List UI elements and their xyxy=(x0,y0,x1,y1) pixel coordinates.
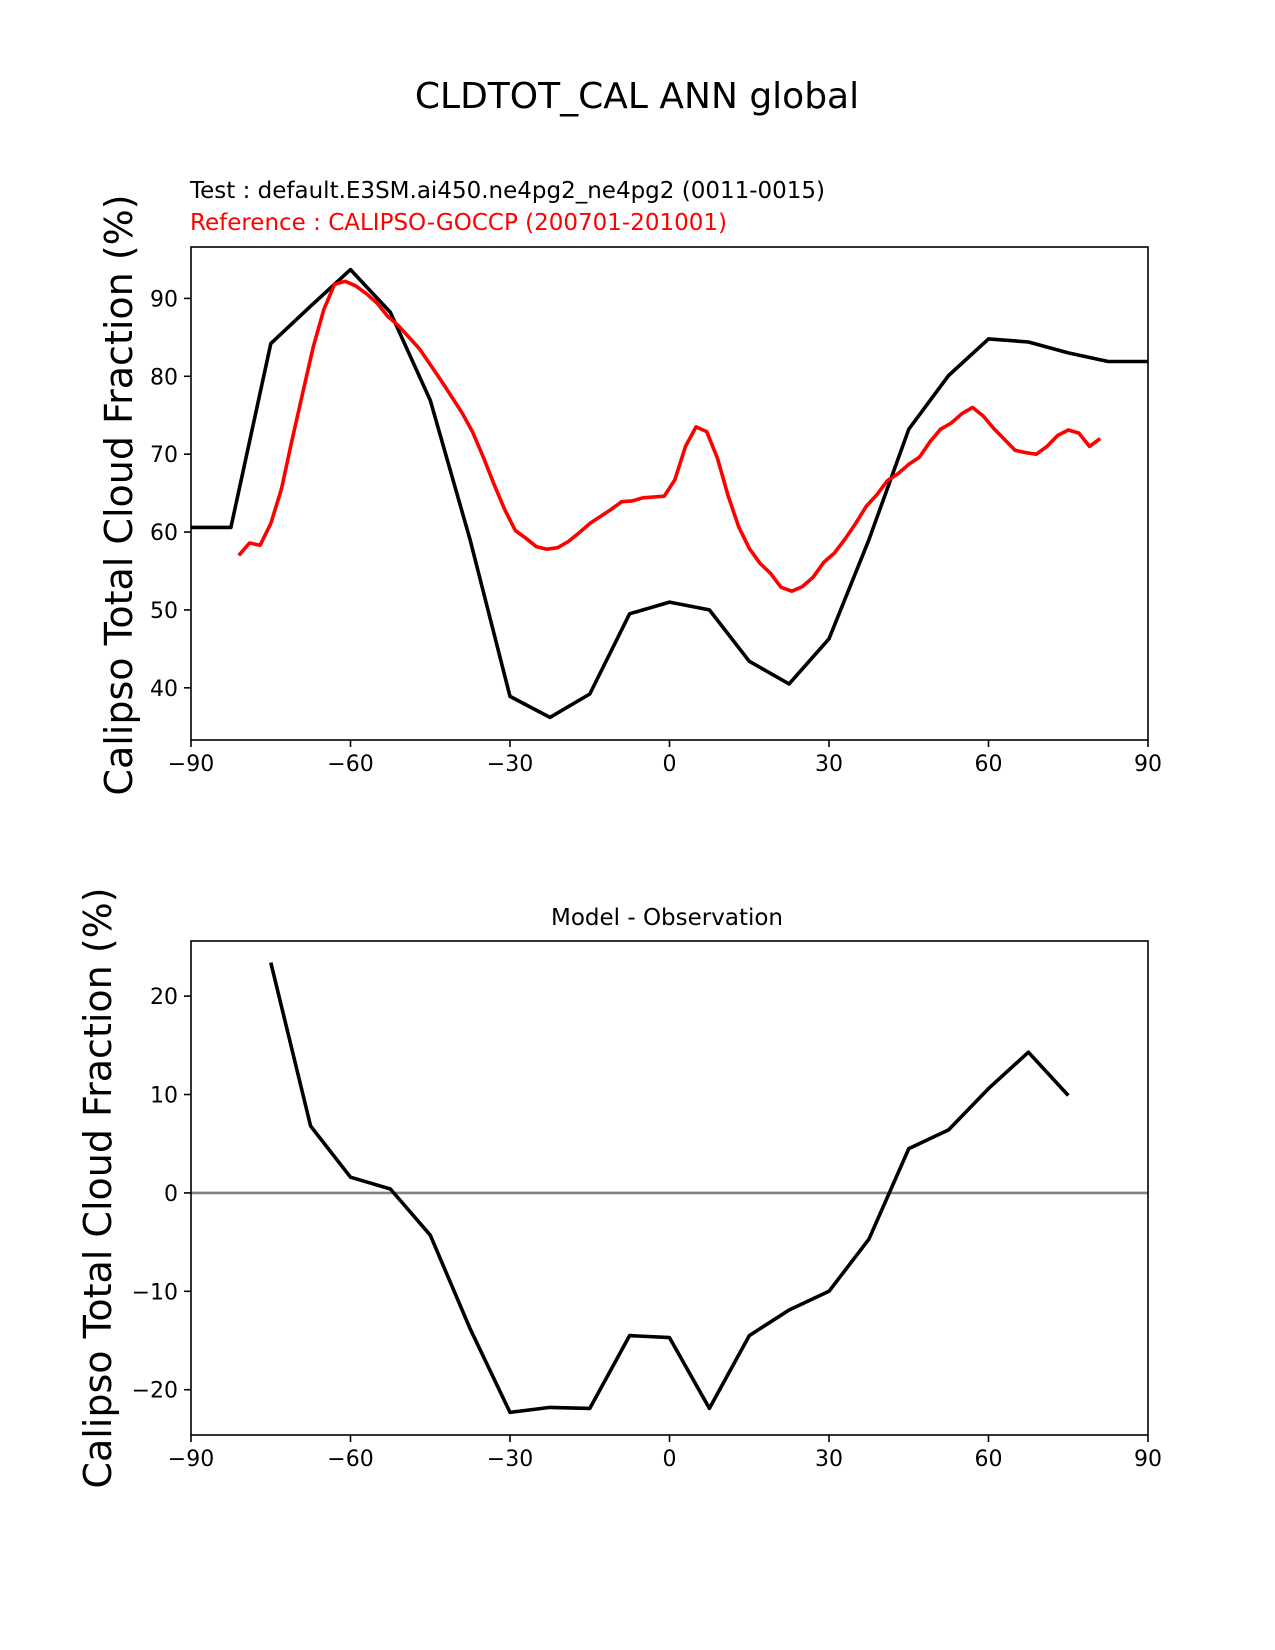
y-tick-label: 40 xyxy=(150,677,178,702)
test-series-line xyxy=(191,267,1148,720)
x-tick-label: 0 xyxy=(663,1447,677,1472)
plot-frame xyxy=(190,246,1149,741)
y-tick-label: 60 xyxy=(150,521,178,546)
y-tick-label: 90 xyxy=(150,287,178,312)
y-tick-label: 70 xyxy=(150,443,178,468)
bottom-panel: Model - Observation Calipso Total Cloud … xyxy=(76,887,1162,1488)
top-panel: Test : default.E3SM.ai450.ne4pg2_ne4pg2 … xyxy=(97,178,1162,796)
y-tick-label: 10 xyxy=(150,1084,178,1109)
bottom-panel-title: Model - Observation xyxy=(551,905,783,931)
x-tick-label: −90 xyxy=(168,1447,214,1472)
x-tick-label: 60 xyxy=(975,752,1003,777)
x-tick-label: −30 xyxy=(487,752,533,777)
y-tick-label: 50 xyxy=(150,599,178,624)
reference-series-line xyxy=(237,279,1102,594)
reference-label: Reference : CALIPSO-GOCCP (200701-201001… xyxy=(190,210,727,236)
x-tick-label: 0 xyxy=(663,752,677,777)
x-tick-label: 30 xyxy=(815,1447,843,1472)
x-tick-label: −90 xyxy=(168,752,214,777)
y-tick-label: 0 xyxy=(164,1182,178,1207)
bottom-y-axis-label: Calipso Total Cloud Fraction (%) xyxy=(76,887,120,1488)
x-tick-label: 90 xyxy=(1134,1447,1162,1472)
plot-frame xyxy=(190,940,1149,1436)
top-y-axis-label: Calipso Total Cloud Fraction (%) xyxy=(97,194,141,795)
y-tick-label: −10 xyxy=(132,1280,178,1305)
bottom-plot-area: −90 −60 −30 0 30 60 90 −20 −10 0 10 20 xyxy=(132,940,1162,1472)
top-plot-area: −90 −60 −30 0 30 60 90 40 50 60 70 80 90 xyxy=(150,246,1162,777)
x-tick-label: 60 xyxy=(975,1447,1003,1472)
x-tick-label: 90 xyxy=(1134,752,1162,777)
x-tick-label: 30 xyxy=(815,752,843,777)
y-tick-label: 80 xyxy=(150,365,178,390)
x-tick-label: −60 xyxy=(327,1447,373,1472)
figure-title: CLDTOT_CAL ANN global xyxy=(415,76,859,117)
x-tick-label: −60 xyxy=(327,752,373,777)
x-tick-label: −30 xyxy=(487,1447,533,1472)
y-tick-label: 20 xyxy=(150,985,178,1010)
y-tick-label: −20 xyxy=(132,1379,178,1404)
test-label: Test : default.E3SM.ai450.ne4pg2_ne4pg2 … xyxy=(189,178,825,204)
difference-series-line xyxy=(269,962,1070,1415)
